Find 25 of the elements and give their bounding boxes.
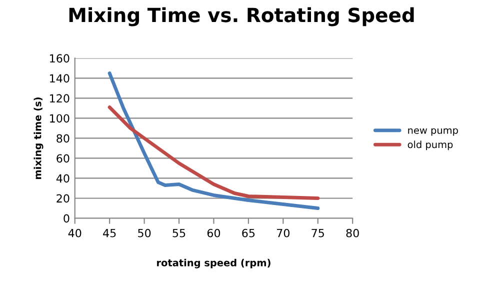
x-tick-label: 45 bbox=[103, 229, 116, 238]
line-series bbox=[108, 105, 320, 200]
line-series bbox=[108, 71, 320, 210]
x-tick-label: 60 bbox=[207, 228, 220, 238]
x-tick-label: 80 bbox=[346, 228, 359, 238]
y-tick-label: 80 bbox=[56, 134, 70, 143]
y-tick-label: 100 bbox=[50, 114, 70, 123]
x-tick-label: 75 bbox=[312, 229, 324, 238]
y-tick-label: 160 bbox=[50, 54, 70, 63]
y-tick-label: 20 bbox=[56, 194, 70, 203]
y-axis-title: mixing time (s) bbox=[34, 98, 44, 179]
y-tick-label: 0 bbox=[64, 214, 70, 223]
x-tick-label: 65 bbox=[242, 228, 255, 238]
y-tick-label: 40 bbox=[56, 174, 70, 183]
legend-label: old pump bbox=[408, 140, 453, 150]
x-tick-label: 55 bbox=[172, 229, 186, 238]
x-tick-label: 40 bbox=[68, 228, 82, 238]
y-tick-label: 140 bbox=[50, 74, 70, 83]
x-tick-label: 50 bbox=[138, 228, 151, 238]
x-axis-title: rotating speed (rpm) bbox=[157, 258, 270, 268]
y-tick-label: 60 bbox=[56, 154, 70, 163]
x-tick-label: 70 bbox=[277, 228, 290, 238]
y-tick-label: 120 bbox=[50, 94, 70, 103]
chart-title: Mixing Time vs. Rotating Speed bbox=[69, 7, 414, 26]
legend-label: new pump bbox=[408, 128, 458, 136]
